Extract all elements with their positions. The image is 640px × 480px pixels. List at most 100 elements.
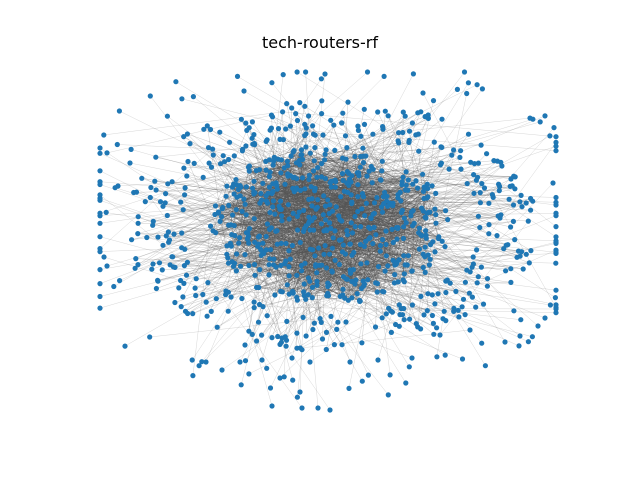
graph-node bbox=[348, 269, 354, 275]
graph-node bbox=[496, 181, 502, 187]
graph-node bbox=[385, 203, 391, 209]
graph-edge bbox=[345, 192, 401, 323]
graph-edge bbox=[248, 245, 507, 375]
graph-edge bbox=[329, 201, 533, 205]
graph-edge bbox=[232, 214, 446, 356]
graph-edge bbox=[363, 162, 376, 283]
graph-node bbox=[458, 166, 464, 172]
graph-edge bbox=[408, 208, 422, 256]
graph-node bbox=[314, 278, 320, 284]
graph-node bbox=[325, 197, 331, 203]
graph-edge bbox=[225, 175, 310, 292]
graph-node bbox=[233, 268, 239, 274]
graph-node bbox=[155, 234, 161, 240]
graph-node bbox=[179, 230, 185, 236]
graph-edge bbox=[249, 127, 306, 264]
graph-node bbox=[97, 168, 103, 174]
graph-node bbox=[342, 295, 348, 301]
graph-edge bbox=[269, 159, 513, 187]
graph-node bbox=[155, 277, 161, 283]
graph-edge bbox=[234, 180, 477, 226]
graph-edge bbox=[181, 98, 441, 165]
graph-node bbox=[517, 199, 523, 205]
graph-node bbox=[191, 160, 197, 166]
graph-edge bbox=[350, 203, 394, 245]
graph-node bbox=[380, 124, 386, 130]
graph-node bbox=[489, 192, 495, 198]
graph-node bbox=[122, 343, 128, 349]
graph-node bbox=[337, 217, 343, 223]
graph-edge bbox=[288, 107, 292, 267]
graph-edge bbox=[365, 155, 494, 198]
graph-node bbox=[362, 213, 368, 219]
graph-node bbox=[239, 295, 245, 302]
graph-node bbox=[484, 151, 490, 157]
graph-node bbox=[402, 262, 408, 268]
graph-edge bbox=[351, 175, 425, 257]
graph-node bbox=[372, 324, 379, 330]
graph-node bbox=[407, 316, 413, 322]
graph-node bbox=[328, 184, 334, 190]
graph-node bbox=[277, 198, 284, 204]
graph-edge bbox=[291, 107, 482, 344]
graph-edge bbox=[407, 223, 437, 266]
graph-node bbox=[181, 165, 187, 171]
graph-edge bbox=[378, 186, 500, 267]
graph-node bbox=[360, 145, 366, 151]
graph-node bbox=[182, 192, 188, 198]
graph-node bbox=[199, 359, 205, 365]
graph-edge bbox=[313, 210, 446, 231]
graph-node bbox=[303, 144, 309, 150]
graph-node bbox=[238, 382, 244, 388]
graph-node bbox=[465, 131, 472, 137]
graph-node bbox=[299, 268, 305, 274]
graph-node bbox=[149, 266, 155, 272]
graph-edge bbox=[244, 228, 305, 346]
graph-edge bbox=[294, 191, 481, 193]
graph-edge bbox=[372, 162, 501, 183]
graph-node bbox=[331, 122, 337, 128]
graph-edge bbox=[319, 71, 465, 266]
graph-node bbox=[296, 209, 302, 215]
graph-edge bbox=[138, 162, 364, 224]
graph-node bbox=[508, 279, 514, 285]
graph-node bbox=[180, 207, 186, 213]
graph-edge bbox=[192, 248, 333, 314]
graph-node bbox=[519, 204, 525, 210]
graph-edge bbox=[436, 318, 444, 357]
graph-edge bbox=[401, 212, 530, 264]
graph-node bbox=[395, 138, 401, 144]
graph-node bbox=[377, 243, 384, 249]
graph-node bbox=[239, 208, 245, 214]
graph-node bbox=[429, 312, 435, 319]
graph-edge bbox=[309, 308, 389, 363]
graph-edge bbox=[316, 272, 328, 294]
graph-node bbox=[431, 139, 437, 145]
graph-node bbox=[352, 281, 358, 287]
graph-edge bbox=[402, 213, 428, 280]
graph-node bbox=[184, 173, 190, 179]
graph-edge bbox=[357, 119, 533, 173]
graph-node bbox=[214, 324, 220, 330]
graph-node bbox=[457, 154, 463, 160]
graph-edge bbox=[211, 167, 389, 395]
graph-node bbox=[330, 235, 336, 241]
graph-edge bbox=[165, 193, 302, 271]
graph-node bbox=[461, 69, 468, 75]
graph-node bbox=[135, 214, 141, 220]
graph-node bbox=[391, 280, 397, 286]
graph-node bbox=[388, 308, 394, 314]
graph-edge bbox=[239, 181, 336, 363]
graph-node bbox=[306, 172, 312, 178]
graph-node bbox=[300, 156, 306, 162]
graph-node bbox=[370, 166, 376, 172]
graph-node bbox=[535, 323, 541, 329]
graph-edge bbox=[415, 176, 514, 182]
graph-node bbox=[258, 252, 264, 258]
graph-edge bbox=[268, 193, 522, 196]
graph-node bbox=[332, 257, 338, 263]
graph-node bbox=[416, 246, 422, 252]
graph-node bbox=[312, 132, 318, 138]
graph-node bbox=[475, 213, 481, 219]
graph-node bbox=[550, 180, 556, 186]
